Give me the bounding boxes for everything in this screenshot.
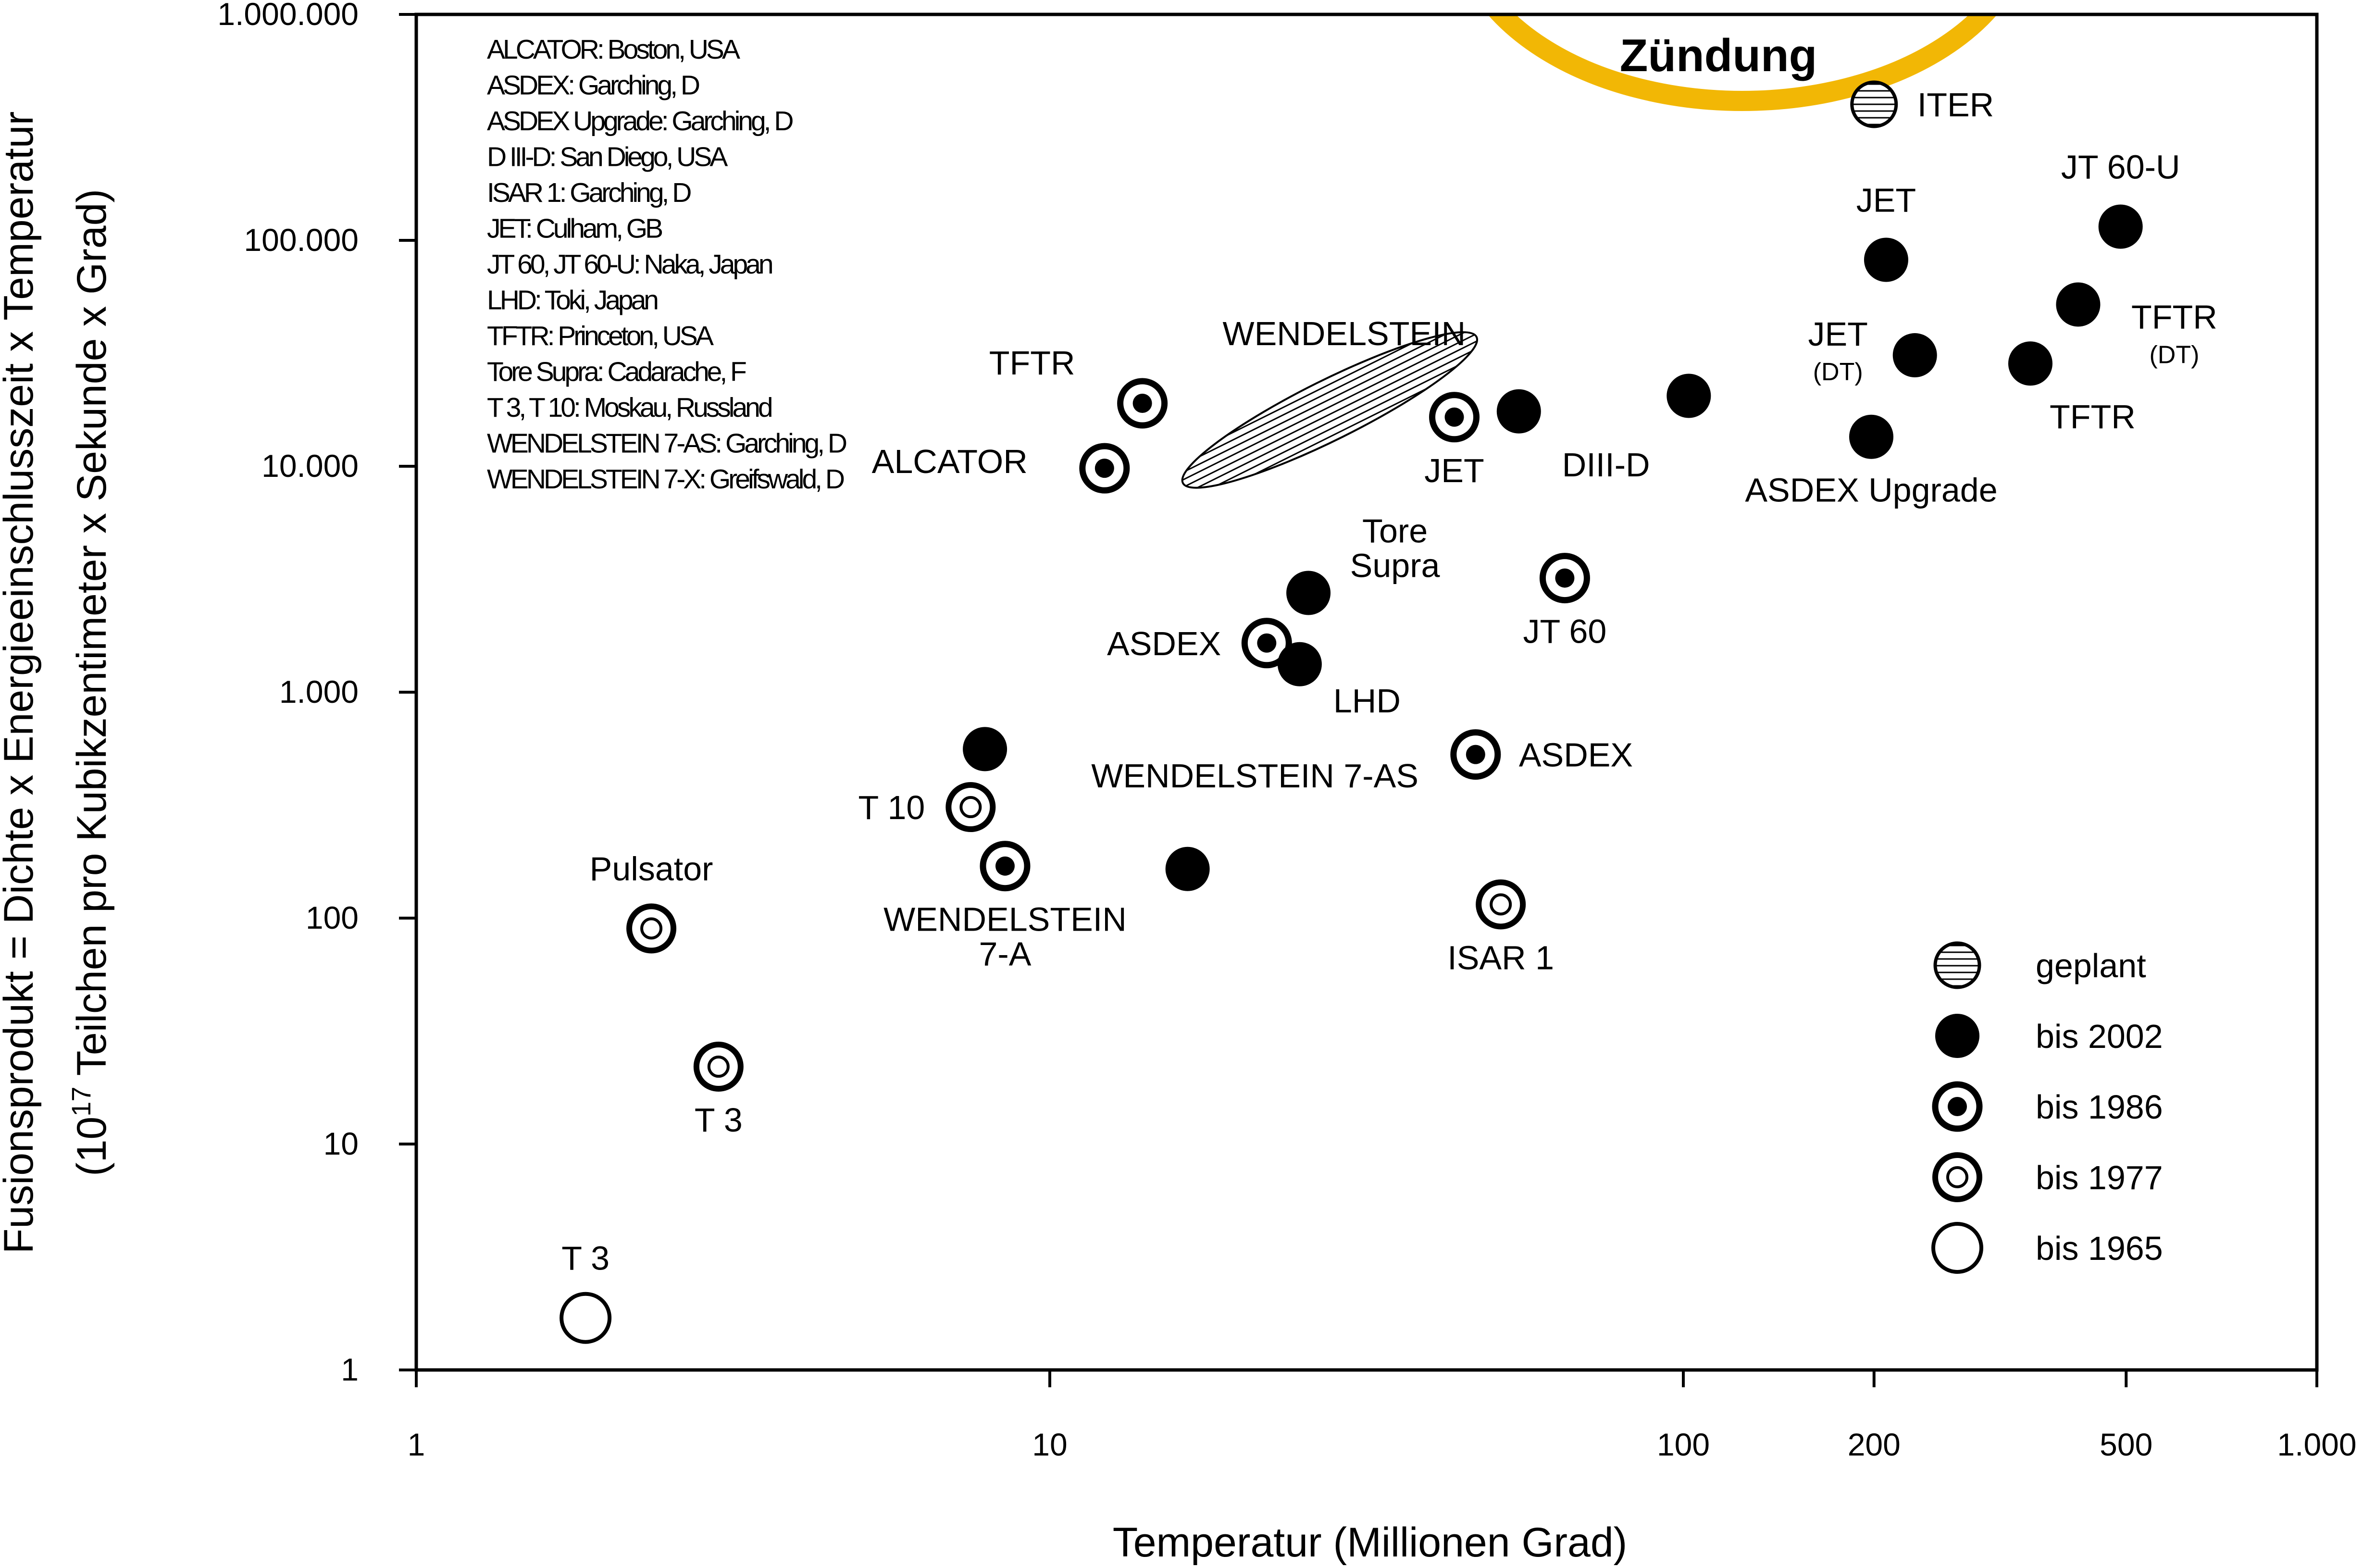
data-point <box>1849 414 1894 459</box>
data-label: TFTR <box>2050 398 2136 436</box>
wendelstein-region-label: WENDELSTEIN <box>1223 315 1466 352</box>
x-axis-title: Temperatur (Millionen Grad) <box>1113 1519 1628 1566</box>
data-point <box>980 841 1031 892</box>
data-point <box>1079 443 1130 494</box>
x-tick-label: 500 <box>2100 1427 2152 1462</box>
device-list-item: LHD: Toki, Japan <box>487 285 657 316</box>
data-label: 7-A <box>979 935 1032 973</box>
data-label: TFTR <box>2131 298 2217 336</box>
data-label: T 3 <box>561 1240 609 1277</box>
device-list-item: ASDEX: Garching, D <box>487 70 699 101</box>
data-label: ALCATOR <box>872 443 1028 480</box>
device-list-item: ISAR 1: Garching, D <box>487 177 691 208</box>
device-list-item: D III-D: San Diego, USA <box>487 142 728 173</box>
device-list-item: T 3, T 10: Moskau, Russland <box>487 392 772 423</box>
data-point <box>963 727 1007 772</box>
y-axis-title-line1: Fusionsprodukt = Dichte x Energieeinschl… <box>0 112 42 1254</box>
data-label: T 3 <box>695 1101 743 1139</box>
data-label: JT 60-U <box>2061 148 2180 186</box>
data-point <box>1286 571 1331 615</box>
data-point <box>693 1042 744 1092</box>
data-point <box>1496 389 1541 434</box>
x-tick-label: 1.000 <box>2277 1427 2356 1462</box>
legend-label: bis 1965 <box>2036 1230 2163 1267</box>
y-tick-label: 100 <box>306 900 359 935</box>
device-list-item: JET: Culham, GB <box>487 213 662 244</box>
data-point <box>2098 204 2143 249</box>
data-label: Pulsator <box>590 850 713 888</box>
data-point <box>1165 846 1210 891</box>
data-point <box>1850 80 1898 128</box>
data-label: TFTR <box>989 344 1075 382</box>
data-label: WENDELSTEIN 7-AS <box>1091 757 1418 795</box>
device-list-item: WENDELSTEIN 7-X: Greifswald, D <box>487 464 844 495</box>
legend-label: geplant <box>2036 947 2146 984</box>
legend-marker <box>1932 1081 1983 1132</box>
data-label: T 10 <box>858 789 925 826</box>
data-label: (DT) <box>1813 358 1863 386</box>
data-label: JET <box>1424 452 1484 489</box>
wendelstein-region <box>1181 331 1479 489</box>
data-label: WENDELSTEIN <box>883 901 1127 938</box>
data-label: ITER <box>1917 86 1994 124</box>
ignition-label: Zündung <box>1620 30 1817 81</box>
data-point <box>560 1292 612 1344</box>
data-point <box>1429 392 1480 443</box>
device-list-item: WENDELSTEIN 7-AS: Garching, D <box>487 428 846 459</box>
data-point <box>2008 341 2052 386</box>
legend-label: bis 1986 <box>2036 1088 2163 1126</box>
device-list-item: ASDEX Upgrade: Garching, D <box>487 106 793 137</box>
y-tick-label: 10.000 <box>261 448 359 484</box>
data-label: Supra <box>1350 547 1440 585</box>
data-label: ASDEX <box>1107 625 1221 662</box>
y-tick-label: 1 <box>341 1352 359 1387</box>
device-list-item: JT 60, JT 60-U: Naka, Japan <box>487 249 772 280</box>
device-list-item: Tore Supra: Cadarache, F <box>487 357 746 387</box>
data-point <box>1450 729 1501 780</box>
data-label: JT 60 <box>1523 613 1607 650</box>
data-label: JET <box>1856 182 1916 219</box>
data-label: DIII-D <box>1562 446 1650 484</box>
data-point <box>1539 553 1590 604</box>
data-point <box>626 903 677 954</box>
legend-label: bis 1977 <box>2036 1159 2163 1196</box>
x-tick-label: 10 <box>1032 1427 1067 1462</box>
y-tick-label: 100.000 <box>244 222 359 258</box>
x-tick-label: 200 <box>1848 1427 1901 1462</box>
data-point <box>1892 333 1937 378</box>
legend-label: bis 2002 <box>2036 1018 2163 1055</box>
data-label: LHD <box>1333 682 1401 720</box>
data-point <box>1864 237 1908 282</box>
legend-marker <box>1931 1222 1983 1274</box>
data-point <box>1277 642 1322 686</box>
y-axis-title-line2: (1017 Teilchen pro Kubikzentimeter x Sek… <box>66 189 115 1176</box>
data-point <box>1117 378 1168 429</box>
y-tick-label: 1.000.000 <box>217 0 359 32</box>
device-list-item: TFTR: Princeton, USA <box>487 321 714 351</box>
data-label: JET <box>1808 315 1867 353</box>
data-point <box>1667 373 1711 418</box>
data-point <box>945 782 996 833</box>
data-label: ISAR 1 <box>1447 939 1554 976</box>
data-point <box>1241 618 1292 669</box>
legend-marker <box>1935 1014 1979 1058</box>
data-label: (DT) <box>2149 341 2199 369</box>
data-label: ASDEX Upgrade <box>1745 472 1997 509</box>
data-point <box>2056 282 2101 327</box>
y-tick-label: 1.000 <box>279 674 359 709</box>
x-tick-label: 100 <box>1657 1427 1710 1462</box>
data-label: ASDEX <box>1519 736 1633 774</box>
legend-marker <box>1933 941 1981 989</box>
device-list-item: ALCATOR: Boston, USA <box>487 34 740 65</box>
y-tick-label: 10 <box>323 1126 359 1161</box>
x-tick-label: 1 <box>408 1427 425 1462</box>
legend-marker <box>1932 1152 1982 1202</box>
data-label: Tore <box>1362 512 1428 550</box>
ignition-zone <box>1487 14 1998 111</box>
data-point <box>1476 879 1526 930</box>
